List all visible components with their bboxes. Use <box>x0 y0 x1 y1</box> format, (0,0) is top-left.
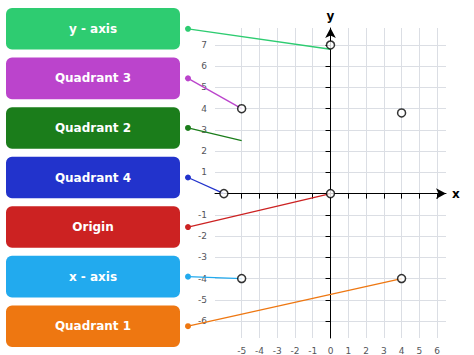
svg-text:6: 6 <box>201 61 207 71</box>
svg-text:y: y <box>327 9 335 23</box>
svg-text:Quadrant 4: Quadrant 4 <box>55 171 131 185</box>
svg-text:6: 6 <box>434 346 440 355</box>
svg-text:-3: -3 <box>273 346 282 355</box>
svg-text:3: 3 <box>381 346 387 355</box>
svg-text:7: 7 <box>201 40 207 50</box>
svg-text:Quadrant 3: Quadrant 3 <box>55 71 131 85</box>
svg-text:2: 2 <box>201 146 207 156</box>
svg-text:-1: -1 <box>198 210 207 220</box>
svg-text:Quadrant 1: Quadrant 1 <box>55 319 131 333</box>
svg-text:Origin: Origin <box>72 220 113 234</box>
svg-text:3: 3 <box>201 125 207 135</box>
svg-text:4: 4 <box>201 104 207 114</box>
svg-text:-1: -1 <box>308 346 317 355</box>
svg-text:-5: -5 <box>237 346 246 355</box>
svg-text:-2: -2 <box>290 346 299 355</box>
svg-text:-4: -4 <box>255 346 264 355</box>
svg-text:x: x <box>452 187 460 201</box>
svg-text:1: 1 <box>201 167 207 177</box>
svg-text:-2: -2 <box>198 231 207 241</box>
svg-text:4: 4 <box>399 346 405 355</box>
svg-text:-6: -6 <box>198 316 207 326</box>
svg-text:2: 2 <box>363 346 369 355</box>
svg-text:1: 1 <box>345 346 351 355</box>
svg-text:-4: -4 <box>198 274 207 284</box>
svg-text:5: 5 <box>201 82 207 93</box>
svg-text:5: 5 <box>416 346 422 355</box>
svg-text:y - axis: y - axis <box>69 22 117 36</box>
svg-text:-3: -3 <box>198 252 207 262</box>
svg-text:-5: -5 <box>198 295 207 305</box>
svg-text:x - axis: x - axis <box>69 270 117 284</box>
svg-text:0: 0 <box>328 346 334 355</box>
svg-text:Quadrant 2: Quadrant 2 <box>55 121 131 135</box>
